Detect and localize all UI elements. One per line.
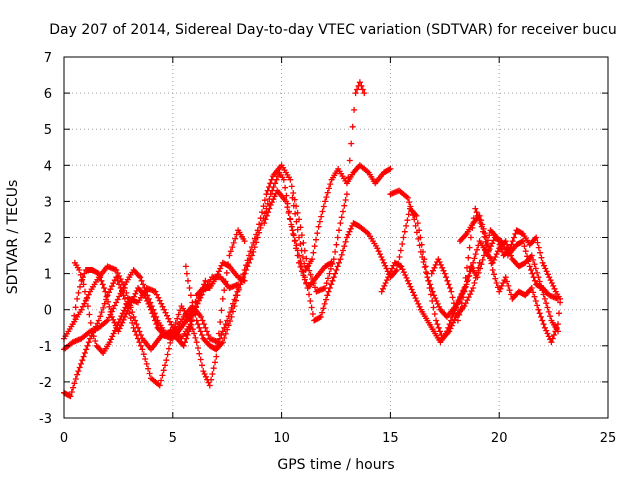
x-tick-label: 0 (60, 431, 68, 446)
chart-title: Day 207 of 2014, Sidereal Day-to-day VTE… (49, 22, 617, 38)
plus-markers (69, 259, 248, 349)
plus-markers (289, 162, 394, 273)
series-satellite-track-7 (261, 187, 483, 342)
x-tick-label: 15 (382, 431, 399, 446)
y-tick-label: 5 (44, 123, 52, 138)
y-tick-label: -1 (39, 340, 52, 355)
y-tick-label: 2 (44, 232, 52, 247)
y-axis-label: SDTVAR / TECUs (5, 180, 21, 295)
series-satellite-track-5 (69, 259, 248, 349)
plus-markers (457, 212, 564, 346)
y-tick-label: -2 (39, 376, 52, 391)
series-satellite-track-12 (457, 212, 564, 346)
y-tick-label: 6 (44, 87, 52, 102)
y-tick-label: 3 (44, 195, 52, 210)
axis-ticks: 0 5 10 15 20 25 -3 -2 -1 0 1 2 3 4 5 6 7 (39, 51, 616, 446)
y-tick-label: 0 (44, 304, 52, 319)
series-satellite-track-10 (387, 187, 561, 320)
series-satellite-track-8 (289, 162, 394, 273)
y-tick-label: -3 (39, 412, 52, 427)
plus-markers (261, 187, 483, 342)
x-tick-label: 10 (273, 431, 290, 446)
plus-markers (182, 79, 368, 353)
data-layer (61, 79, 564, 400)
plus-markers (387, 187, 561, 320)
series-satellite-track-11 (428, 227, 564, 324)
x-tick-label: 5 (169, 431, 177, 446)
y-tick-label: 4 (44, 159, 52, 174)
x-tick-label: 25 (600, 431, 617, 446)
y-tick-label: 1 (44, 268, 52, 283)
x-axis-label: GPS time / hours (277, 457, 394, 473)
series-satellite-track-6 (182, 79, 368, 353)
plus-markers (428, 227, 564, 324)
y-tick-label: 7 (44, 51, 52, 66)
x-tick-label: 20 (491, 431, 508, 446)
